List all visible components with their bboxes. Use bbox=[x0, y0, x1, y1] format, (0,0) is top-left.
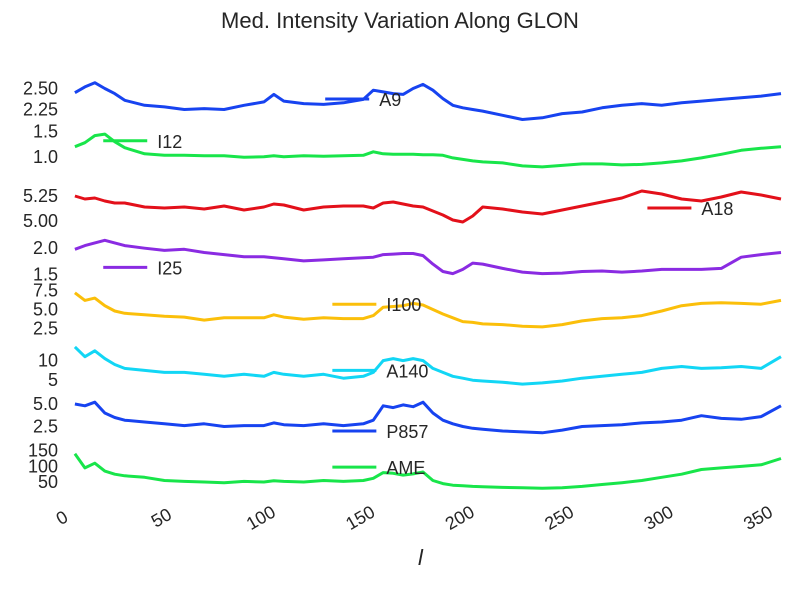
y-tick-label: 50 bbox=[38, 472, 58, 492]
y-tick-label: 2.25 bbox=[23, 99, 58, 119]
legend-label: I100 bbox=[386, 295, 421, 315]
legend-label: AME bbox=[386, 458, 425, 478]
legend-label: I25 bbox=[157, 258, 182, 278]
series-line-i12 bbox=[74, 132, 782, 169]
x-axis-label: l bbox=[418, 545, 423, 570]
y-tick-label: 2.5 bbox=[33, 417, 58, 437]
x-tick-label: 150 bbox=[342, 502, 378, 534]
series-line-a9 bbox=[74, 81, 782, 121]
series-line-a140 bbox=[73, 345, 782, 386]
x-tick-label: 250 bbox=[541, 502, 577, 534]
x-tick-label: 50 bbox=[148, 504, 175, 531]
y-tick-label: 5.25 bbox=[23, 186, 58, 206]
legend-label: P857 bbox=[386, 422, 428, 442]
y-tick-label: 2.5 bbox=[33, 318, 58, 338]
x-tick-label: 100 bbox=[243, 502, 279, 534]
series-line-i25 bbox=[74, 238, 782, 276]
series-line-p857 bbox=[74, 400, 782, 435]
y-tick-label: 1.5 bbox=[33, 265, 58, 285]
y-tick-label: 5.0 bbox=[33, 394, 58, 414]
series-line-i100 bbox=[73, 291, 782, 329]
y-tick-label: 2.0 bbox=[33, 238, 58, 258]
y-tick-label: 1.0 bbox=[33, 147, 58, 167]
y-tick-label: 1.5 bbox=[33, 122, 58, 142]
y-tick-label: 5 bbox=[48, 370, 58, 390]
y-tick-label: 5.00 bbox=[23, 211, 58, 231]
x-tick-label: 350 bbox=[740, 502, 776, 534]
y-tick-label: 5.0 bbox=[33, 300, 58, 320]
x-tick-label: 200 bbox=[442, 502, 478, 534]
x-tick-label: 0 bbox=[53, 507, 72, 529]
legend-label: A18 bbox=[701, 199, 733, 219]
y-tick-label: 150 bbox=[28, 441, 58, 461]
legend-label: A140 bbox=[386, 361, 428, 381]
legend-label: I12 bbox=[157, 132, 182, 152]
chart-title: Med. Intensity Variation Along GLON bbox=[221, 8, 579, 33]
legend-label: A9 bbox=[379, 90, 401, 110]
y-tick-label: 7.5 bbox=[33, 281, 58, 301]
y-tick-label: 100 bbox=[28, 456, 58, 476]
y-tick-label: 2.50 bbox=[23, 79, 58, 99]
series-line-a18 bbox=[74, 189, 782, 224]
series-line-ame bbox=[73, 452, 782, 490]
x-tick-label: 300 bbox=[641, 502, 677, 534]
y-tick-label: 10 bbox=[38, 351, 58, 371]
